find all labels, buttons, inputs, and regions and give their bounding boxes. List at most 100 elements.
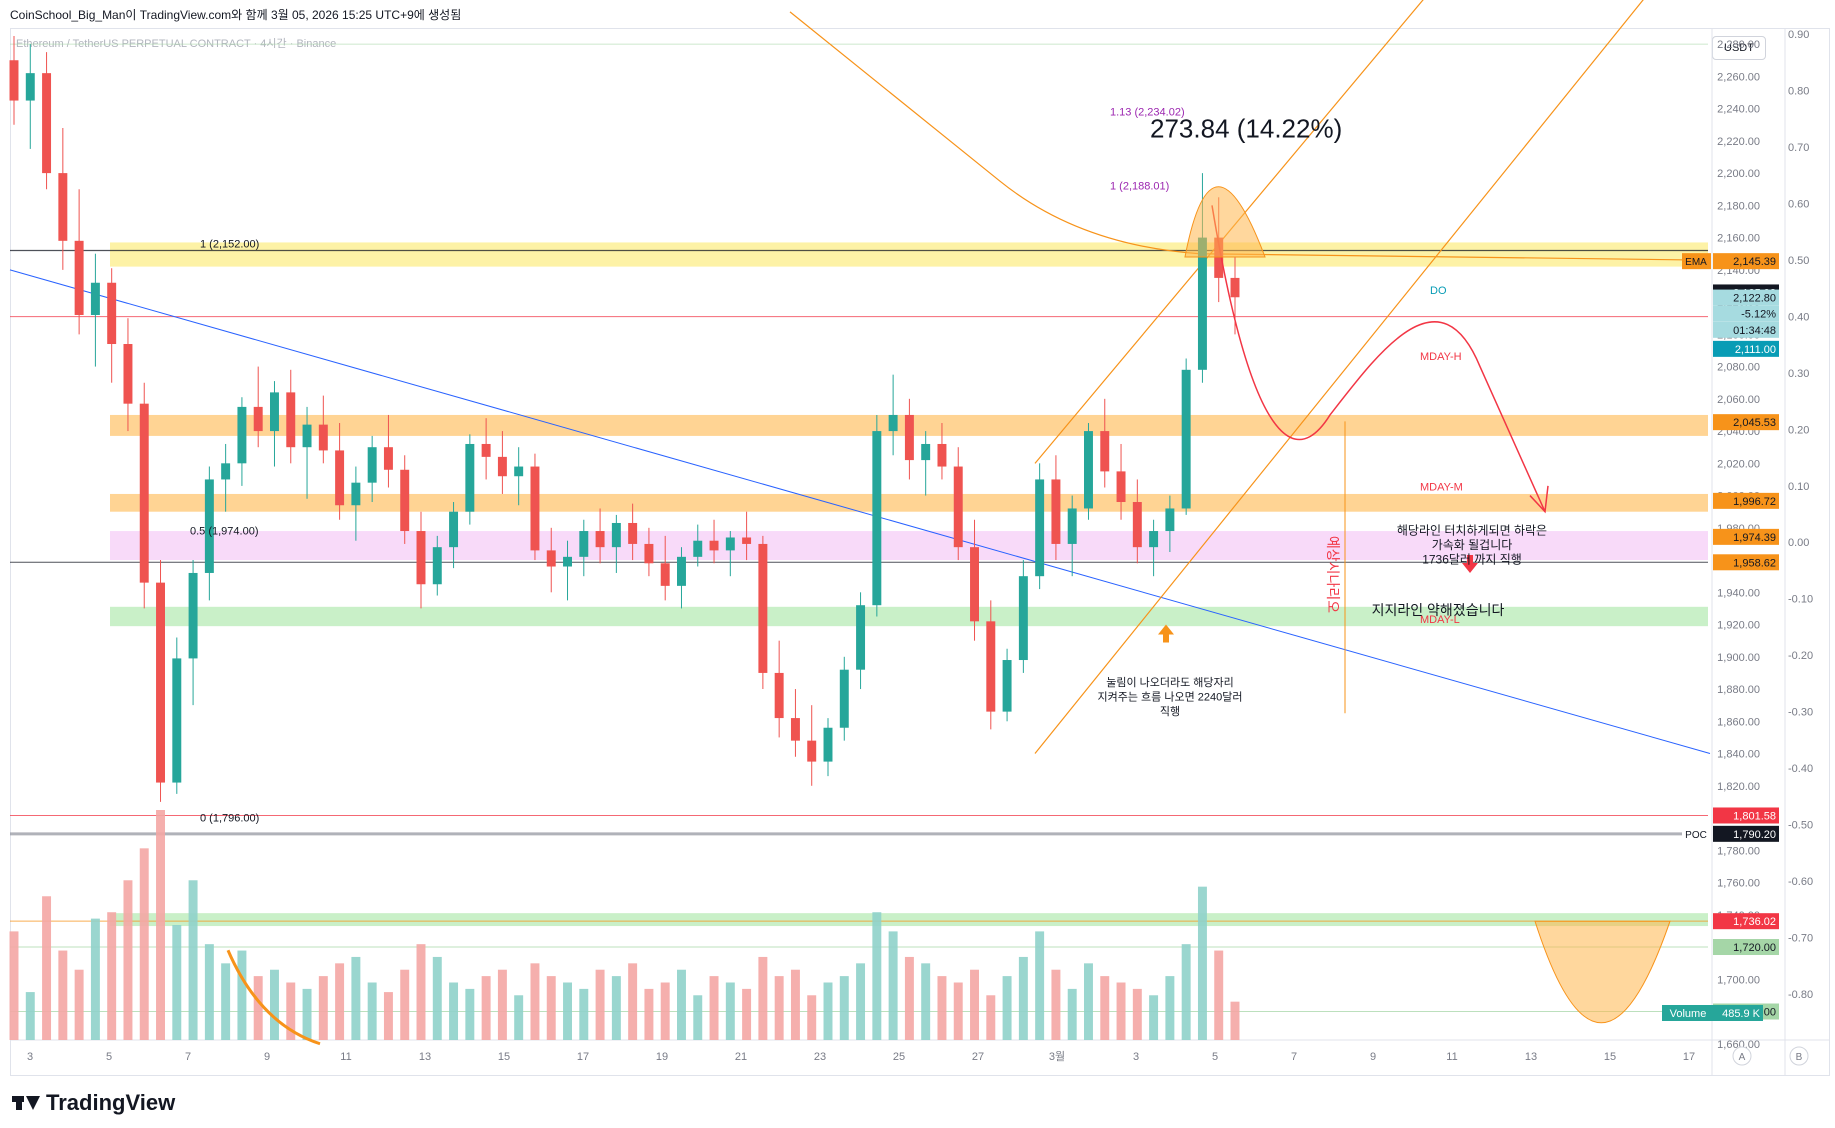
time-tick-label: 3월 <box>1049 1050 1065 1063</box>
chart-frame <box>10 28 1830 1076</box>
up-arrow-icon <box>1158 624 1174 643</box>
candle-body <box>286 392 296 448</box>
candle-body <box>546 550 556 567</box>
time-tick-label: 13 <box>419 1051 431 1063</box>
annotation-text: 가속화 될겁니다 <box>1432 538 1513 552</box>
candle-body <box>856 605 866 670</box>
price-tag-label: POC <box>1685 830 1707 841</box>
volume-bar <box>449 982 459 1040</box>
volume-bar <box>367 982 377 1040</box>
volume-bar <box>839 976 849 1040</box>
volume-bar <box>90 918 100 1040</box>
scale-toggle-label: A <box>1739 1052 1746 1063</box>
volume-bar <box>1002 976 1012 1040</box>
volume-bar <box>481 976 491 1040</box>
candle-body <box>1051 479 1061 544</box>
price-tick-label: 2,240.00 <box>1717 104 1760 116</box>
volume-bar <box>611 976 621 1040</box>
volume-bar <box>25 992 35 1040</box>
volume-bar <box>742 988 752 1040</box>
time-tick-label: 15 <box>1604 1051 1616 1063</box>
osc-tick-label: 0.70 <box>1788 142 1809 154</box>
candle-body <box>237 406 247 464</box>
volume-bar <box>774 976 784 1040</box>
candle-body <box>1116 471 1126 503</box>
candle-body <box>595 531 605 548</box>
price-tick-label: 2,180.00 <box>1717 200 1760 212</box>
volume-bar <box>400 969 410 1040</box>
scenario-curve <box>1211 205 1546 512</box>
mday-label: MDAY-M <box>1420 482 1463 494</box>
candle-body <box>367 447 377 483</box>
price-badge <box>1713 939 1779 956</box>
price-tick-label: 2,220.00 <box>1717 136 1760 148</box>
price-badge <box>1713 913 1779 930</box>
volume-bar <box>188 880 198 1040</box>
scale-toggle-label: B <box>1796 1052 1803 1063</box>
candle-body <box>400 469 410 532</box>
volume-badge <box>1713 1005 1763 1021</box>
candle-body <box>611 522 621 548</box>
candle-body <box>725 537 735 551</box>
candle-body <box>937 443 947 467</box>
candle-body <box>742 537 752 544</box>
candle-body <box>204 479 214 573</box>
candle-body <box>90 282 100 315</box>
volume-bar <box>139 848 149 1040</box>
volume-bar <box>74 969 84 1040</box>
volume-bar <box>644 988 654 1040</box>
volume-bar <box>1035 931 1045 1040</box>
volume-bar <box>790 969 800 1040</box>
ema-line <box>789 11 1709 261</box>
candle-body <box>888 414 898 432</box>
tradingview-logo[interactable]: TradingView <box>12 1090 175 1116</box>
chart-title: CoinSchool_Big_Man이 TradingView.com와 함께 … <box>10 8 462 22</box>
volume-bar <box>953 982 963 1040</box>
zone-zone-1996 <box>110 493 1708 512</box>
price-tick-label: 1,660.00 <box>1717 1039 1760 1051</box>
volume-bar <box>172 925 182 1040</box>
osc-tick-label: 0.60 <box>1788 198 1809 210</box>
volume-bar <box>856 963 866 1040</box>
price-badge-label: 01:34:48 <box>1733 325 1776 337</box>
volume-bar <box>888 931 898 1040</box>
price-tag-label: EMA <box>1685 257 1707 268</box>
time-tick-label: 15 <box>498 1051 510 1063</box>
volume-bar <box>660 982 670 1040</box>
candle-body <box>351 482 361 506</box>
tradingview-brand: TradingView <box>46 1090 176 1115</box>
time-tick-label: 9 <box>1370 1051 1376 1063</box>
currency-button[interactable]: USDT <box>1712 36 1766 60</box>
volume-tag-badge <box>1662 1005 1714 1021</box>
mday-label: DO <box>1430 285 1447 297</box>
volume-bar <box>1067 988 1077 1040</box>
time-tick-label: 17 <box>1683 1051 1695 1063</box>
channel-lower-line <box>1034 0 1644 754</box>
price-tick-label: 2,280.00 <box>1717 39 1760 51</box>
price-tick-label: 1,860.00 <box>1717 716 1760 728</box>
zone-zone-1974 <box>110 531 1708 561</box>
time-tick-label: 21 <box>735 1051 747 1063</box>
candle-body <box>1084 431 1093 509</box>
osc-tick-label: 0.20 <box>1788 424 1809 436</box>
volume-bar <box>807 995 817 1040</box>
candle-body <box>790 718 800 741</box>
volume-bar <box>530 963 540 1040</box>
time-tick-label: 19 <box>656 1051 668 1063</box>
candle-body <box>660 563 670 586</box>
volume-bar <box>302 988 312 1040</box>
candle-body <box>709 540 719 551</box>
volume-bar <box>1165 976 1175 1040</box>
tradingview-logo-icon <box>12 1094 40 1112</box>
fib-label: 1 (2,188.01) <box>1110 180 1169 192</box>
candle-body <box>383 447 393 470</box>
candle-body <box>1100 431 1110 472</box>
volume-bar <box>725 982 735 1040</box>
price-tick-label: 2,080.00 <box>1717 362 1760 374</box>
candle-body <box>1230 277 1240 298</box>
volume-bar <box>9 931 19 1040</box>
price-badge-label: 2,111.00 <box>1735 344 1776 356</box>
volume-bar <box>270 969 279 1040</box>
top-arc-shape <box>1184 186 1266 258</box>
